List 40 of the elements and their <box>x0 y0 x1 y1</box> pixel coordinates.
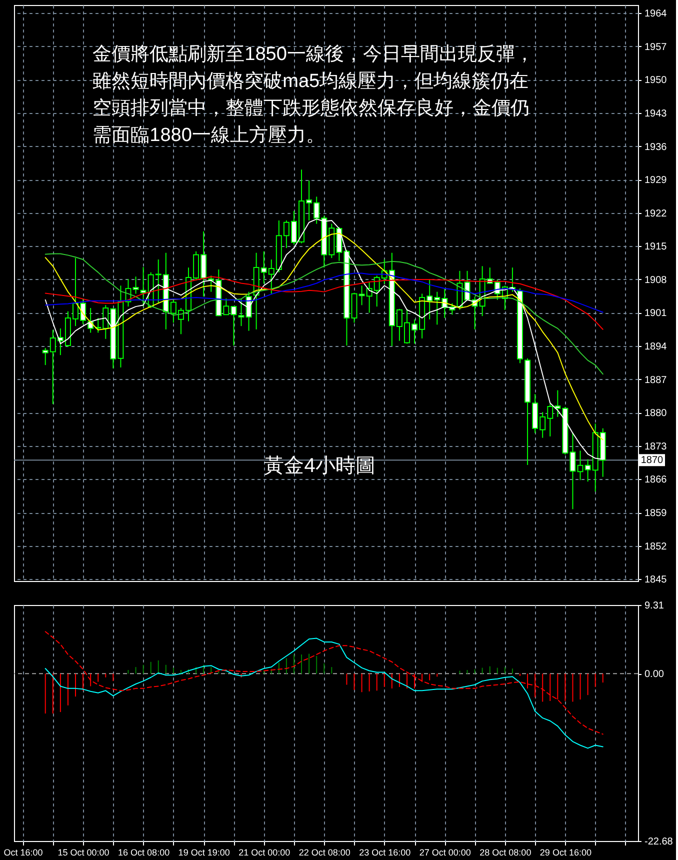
x-tick-label: 28 Oct 08:00 <box>480 848 532 858</box>
annotation: 金價將低點刷新至1850一線後，今日早間出現反彈，雖然短時間內價格突破ma5均線壓力，但均線簇仍在空頭排列當中，整體下跌形態依然保存良好，金價仍需面臨1880一線上方壓力。 <box>92 43 534 146</box>
y-tick-label: 1950 <box>644 75 668 86</box>
ref-line-label: 1870 <box>640 455 664 466</box>
y-tick-label: 1859 <box>644 508 668 520</box>
candlestick <box>132 276 139 294</box>
y-tick-label: 1915 <box>644 242 668 253</box>
x-tick-label: 21 Oct 00:00 <box>238 848 290 858</box>
x-tick-label: 27 Oct 00:00 <box>419 848 471 858</box>
annotation: 黃金4小時圖 <box>264 454 376 477</box>
line-series <box>44 253 604 375</box>
y-tick-label: 1943 <box>644 108 668 120</box>
y-tick-label: 1894 <box>644 342 668 353</box>
y-tick-label: 1852 <box>644 541 668 552</box>
y-tick-label: 1964 <box>644 8 668 20</box>
y-tick-label: 0.00 <box>644 669 664 680</box>
y-tick-label: 1929 <box>644 175 668 186</box>
candlestick <box>238 298 244 327</box>
x-tick-label: 29 Oct 16:00 <box>540 848 592 858</box>
y-tick-label: 1887 <box>644 374 668 386</box>
y-tick-label: 9.31 <box>644 600 664 612</box>
y-tick-label: 1908 <box>644 274 668 286</box>
y-tick-label: 1922 <box>644 208 668 220</box>
x-tick-label: 15 Oct 00:00 <box>58 848 110 858</box>
y-tick-label: 1866 <box>644 474 668 486</box>
y-tick-label: 1936 <box>644 142 668 153</box>
x-tick-label: Oct 16:00 <box>4 848 43 858</box>
y-tick-label: 1957 <box>644 42 668 53</box>
x-tick-label: 19 Oct 19:00 <box>178 848 230 858</box>
y-tick-label: 1901 <box>644 308 668 320</box>
line-series <box>44 638 604 749</box>
line-series <box>44 276 604 330</box>
y-tick-label: -22.68 <box>644 836 674 848</box>
y-tick-label: 1880 <box>644 408 668 420</box>
y-tick-label: 1873 <box>644 441 668 452</box>
x-tick-label: 22 Oct 08:00 <box>298 848 350 858</box>
line-series <box>44 631 604 735</box>
y-tick-label: 1845 <box>644 574 668 586</box>
x-tick-label: 16 Oct 08:00 <box>118 848 170 858</box>
x-tick-label: 23 Oct 16:00 <box>359 848 411 858</box>
